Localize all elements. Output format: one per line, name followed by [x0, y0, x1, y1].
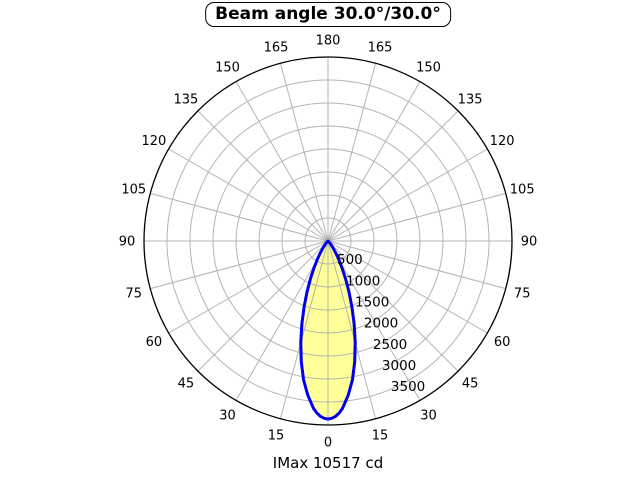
r-tick-label: 1500	[355, 295, 389, 311]
theta-tick-label: 90	[521, 235, 538, 250]
grid-radial-line	[327, 81, 421, 242]
theta-tick-label: 120	[141, 134, 166, 149]
chart-title: Beam angle 30.0°/30.0°	[205, 2, 451, 27]
grid-radial-line	[168, 148, 329, 242]
theta-tick-label: 60	[494, 335, 511, 350]
grid-radial-line	[150, 240, 329, 290]
polar-grid	[144, 57, 512, 425]
polar-spine	[143, 56, 513, 426]
grid-radial-line	[327, 240, 488, 334]
r-tick-label: 1000	[346, 273, 380, 289]
theta-tick-label: 30	[420, 409, 437, 424]
grid-radial-line	[235, 81, 329, 242]
grid-radial-line	[168, 240, 329, 334]
grid-radial-line	[327, 148, 488, 242]
theta-tick-label: 45	[178, 377, 195, 392]
theta-tick-label: 30	[219, 409, 236, 424]
theta-tick-label: 75	[126, 287, 143, 302]
theta-tick-label: 150	[416, 60, 441, 75]
theta-tick-label: 150	[215, 60, 240, 75]
grid-radial-line	[150, 192, 329, 242]
theta-tick-labels: 0 15 15 30 30 45 45 60 60 75 75 90 90 105 105 120 120 135…	[119, 34, 538, 451]
grid-radial-line	[327, 240, 377, 419]
theta-tick-label: 75	[514, 287, 531, 302]
grid-radial-line	[279, 63, 329, 242]
theta-tick-label: 60	[146, 335, 163, 350]
theta-tick-label: 180	[316, 34, 341, 49]
imax-label: IMax 10517 cd	[272, 454, 384, 472]
theta-tick-label: 105	[121, 183, 146, 198]
theta-tick-label: 105	[510, 183, 535, 198]
beam-lobe-outline	[299, 239, 357, 421]
grid-radial-line	[327, 240, 506, 290]
theta-tick-label: 135	[173, 92, 198, 107]
r-tick-label: 2500	[373, 337, 407, 353]
grid-radial-line	[197, 110, 329, 242]
grid-radial-line	[197, 240, 329, 372]
theta-tick-label: 45	[462, 377, 479, 392]
theta-tick-label: 165	[368, 40, 393, 55]
r-tick-labels: 500 1000 1500 2000 2500 3000 3500	[337, 252, 425, 395]
r-tick-label: 2000	[364, 316, 398, 332]
theta-tick-label: 15	[268, 429, 285, 444]
theta-tick-label: 165	[264, 40, 289, 55]
grid-radial-line	[279, 240, 329, 419]
grid-radial-line	[327, 63, 377, 242]
theta-tick-label: 15	[372, 429, 389, 444]
r-tick-label: 3000	[382, 358, 416, 374]
grid-radial-line	[327, 192, 506, 242]
r-tick-label: 500	[337, 252, 363, 268]
grid-radial-line	[327, 110, 459, 242]
theta-tick-label: 120	[490, 134, 515, 149]
theta-tick-label: 0	[324, 436, 332, 451]
grid-radial-line	[327, 240, 459, 372]
r-tick-label: 3500	[391, 379, 425, 395]
theta-tick-label: 135	[458, 92, 483, 107]
theta-tick-label: 90	[119, 235, 136, 250]
